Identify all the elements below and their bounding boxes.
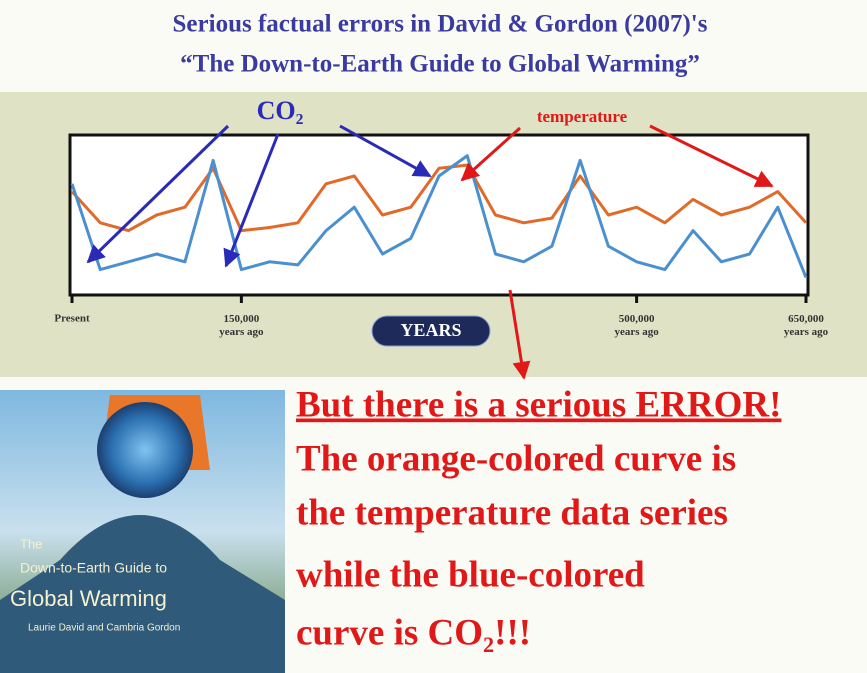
x-tick-label: 500,000 years ago: [614, 313, 659, 338]
book-text: Down-to-Earth Guide to: [20, 560, 167, 576]
title-line: “The Down-to-Earth Guide to Global Warmi…: [180, 51, 700, 78]
x-tick-label-part: years ago: [219, 326, 264, 338]
book-text: Laurie David and Cambria Gordon: [28, 623, 180, 634]
book-globe: [97, 402, 193, 498]
co2-arrows: [86, 124, 432, 268]
book-text: The: [20, 536, 42, 551]
series-line: [70, 163, 808, 233]
message-line: But there is a serious ERROR!: [296, 384, 781, 425]
message-line: while the blue-colored: [296, 554, 645, 595]
message-line: The orange-colored curve is: [296, 438, 736, 479]
years-pill: [371, 315, 491, 347]
x-tick-label: 650,000 years ago: [784, 313, 829, 338]
title-line: Serious factual errors in David & Gordon…: [173, 11, 708, 38]
series-line: [70, 154, 808, 278]
x-tick-label-part: 650,000: [788, 313, 824, 325]
x-tick-label-part: 500,000: [619, 313, 655, 325]
plot-area: [68, 133, 810, 297]
message-line: curve is CO₂!!!: [296, 612, 531, 653]
x-tick-label: 150,000 years ago: [219, 313, 264, 338]
message-line: the temperature data series: [296, 492, 728, 533]
book-figure: [0, 515, 285, 673]
book-text: Global Warming: [10, 586, 167, 611]
x-tick-label-part: years ago: [614, 326, 659, 338]
x-axis-title: YEARS: [400, 320, 461, 340]
temperature-label: temperature: [537, 107, 628, 126]
temperature-arrows: [460, 124, 774, 380]
x-tick-label-part: years ago: [784, 326, 829, 338]
co2-label: CO₂: [257, 96, 304, 125]
x-tick-label: Present: [54, 313, 90, 325]
x-tick-label-part: 150,000: [224, 313, 260, 325]
